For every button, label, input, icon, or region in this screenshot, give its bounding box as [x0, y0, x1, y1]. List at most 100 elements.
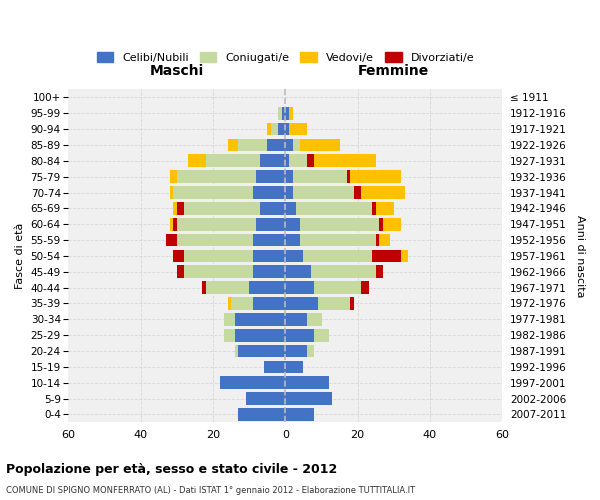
Bar	[289, 154, 307, 167]
Bar	[173, 202, 177, 214]
Bar	[253, 297, 286, 310]
Bar	[271, 123, 278, 136]
Bar	[286, 234, 300, 246]
Text: Femmine: Femmine	[358, 64, 430, 78]
Bar	[300, 218, 379, 230]
Bar	[286, 186, 293, 199]
Bar	[166, 234, 177, 246]
Bar	[286, 344, 307, 358]
Bar	[286, 313, 307, 326]
Bar	[173, 250, 184, 262]
Y-axis label: Anni di nascita: Anni di nascita	[575, 214, 585, 297]
Bar	[376, 234, 379, 246]
Bar	[188, 154, 206, 167]
Bar	[260, 154, 286, 167]
Bar	[314, 329, 329, 342]
Bar	[286, 297, 318, 310]
Bar	[286, 408, 314, 421]
Bar	[286, 329, 314, 342]
Bar	[238, 138, 267, 151]
Bar	[307, 154, 314, 167]
Bar	[304, 250, 372, 262]
Bar	[263, 360, 286, 373]
Bar	[376, 266, 383, 278]
Bar	[361, 282, 368, 294]
Bar	[350, 297, 354, 310]
Bar	[267, 123, 271, 136]
Bar	[286, 154, 289, 167]
Bar	[379, 234, 390, 246]
Bar	[235, 329, 286, 342]
Bar	[307, 313, 322, 326]
Y-axis label: Fasce di età: Fasce di età	[15, 222, 25, 289]
Bar	[206, 154, 260, 167]
Bar	[307, 344, 314, 358]
Bar	[379, 218, 383, 230]
Bar	[286, 392, 332, 405]
Bar	[173, 186, 253, 199]
Bar	[220, 376, 286, 389]
Bar	[401, 250, 408, 262]
Bar	[206, 282, 249, 294]
Bar	[177, 234, 253, 246]
Bar	[300, 234, 376, 246]
Bar	[361, 186, 404, 199]
Bar	[227, 138, 238, 151]
Bar	[286, 360, 304, 373]
Bar	[227, 297, 231, 310]
Bar	[383, 218, 401, 230]
Bar	[177, 266, 184, 278]
Bar	[224, 329, 235, 342]
Bar	[372, 250, 401, 262]
Bar	[173, 218, 177, 230]
Text: COMUNE DI SPIGNO MONFERRATO (AL) - Dati ISTAT 1° gennaio 2012 - Elaborazione TUT: COMUNE DI SPIGNO MONFERRATO (AL) - Dati …	[6, 486, 415, 495]
Bar	[286, 123, 289, 136]
Bar	[286, 376, 329, 389]
Bar	[249, 282, 286, 294]
Bar	[235, 313, 286, 326]
Bar	[235, 344, 238, 358]
Bar	[278, 123, 286, 136]
Bar	[177, 202, 184, 214]
Bar	[289, 123, 307, 136]
Bar	[253, 234, 286, 246]
Bar	[286, 250, 304, 262]
Bar	[184, 250, 253, 262]
Bar	[177, 218, 256, 230]
Bar	[256, 170, 286, 183]
Bar	[286, 138, 293, 151]
Bar	[296, 202, 372, 214]
Bar	[202, 282, 206, 294]
Bar	[318, 297, 350, 310]
Bar	[177, 170, 256, 183]
Bar	[278, 107, 282, 120]
Bar	[184, 202, 260, 214]
Bar	[286, 218, 300, 230]
Bar	[350, 170, 401, 183]
Text: Popolazione per età, sesso e stato civile - 2012: Popolazione per età, sesso e stato civil…	[6, 462, 337, 475]
Bar	[289, 107, 293, 120]
Bar	[286, 266, 311, 278]
Bar	[286, 107, 289, 120]
Bar	[170, 170, 177, 183]
Bar	[260, 202, 286, 214]
Text: Maschi: Maschi	[150, 64, 204, 78]
Bar	[311, 266, 376, 278]
Bar	[170, 218, 173, 230]
Legend: Celibi/Nubili, Coniugati/e, Vedovi/e, Divorziati/e: Celibi/Nubili, Coniugati/e, Vedovi/e, Di…	[97, 52, 474, 62]
Bar	[170, 186, 173, 199]
Bar	[253, 186, 286, 199]
Bar	[300, 138, 340, 151]
Bar	[293, 186, 354, 199]
Bar	[184, 266, 253, 278]
Bar	[224, 313, 235, 326]
Bar	[293, 170, 347, 183]
Bar	[267, 138, 286, 151]
Bar	[314, 282, 361, 294]
Bar	[256, 218, 286, 230]
Bar	[286, 282, 314, 294]
Bar	[253, 266, 286, 278]
Bar	[354, 186, 361, 199]
Bar	[347, 170, 350, 183]
Bar	[293, 138, 300, 151]
